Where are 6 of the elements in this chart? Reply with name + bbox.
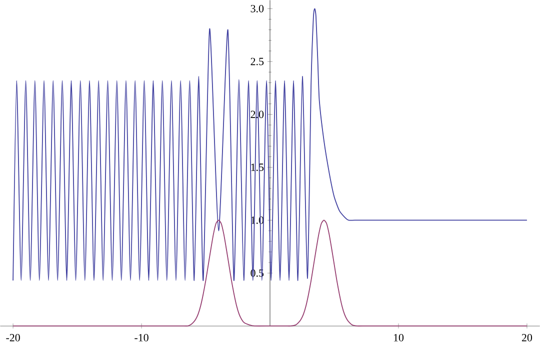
x-tick-label: 10 — [394, 334, 404, 342]
x-tick-label: -10 — [134, 334, 148, 342]
x-tick-label: -20 — [6, 334, 20, 342]
x-tick-label: 20 — [522, 334, 532, 342]
y-tick-label: 3.0 — [250, 4, 264, 12]
y-tick-label: 2.5 — [250, 58, 264, 66]
